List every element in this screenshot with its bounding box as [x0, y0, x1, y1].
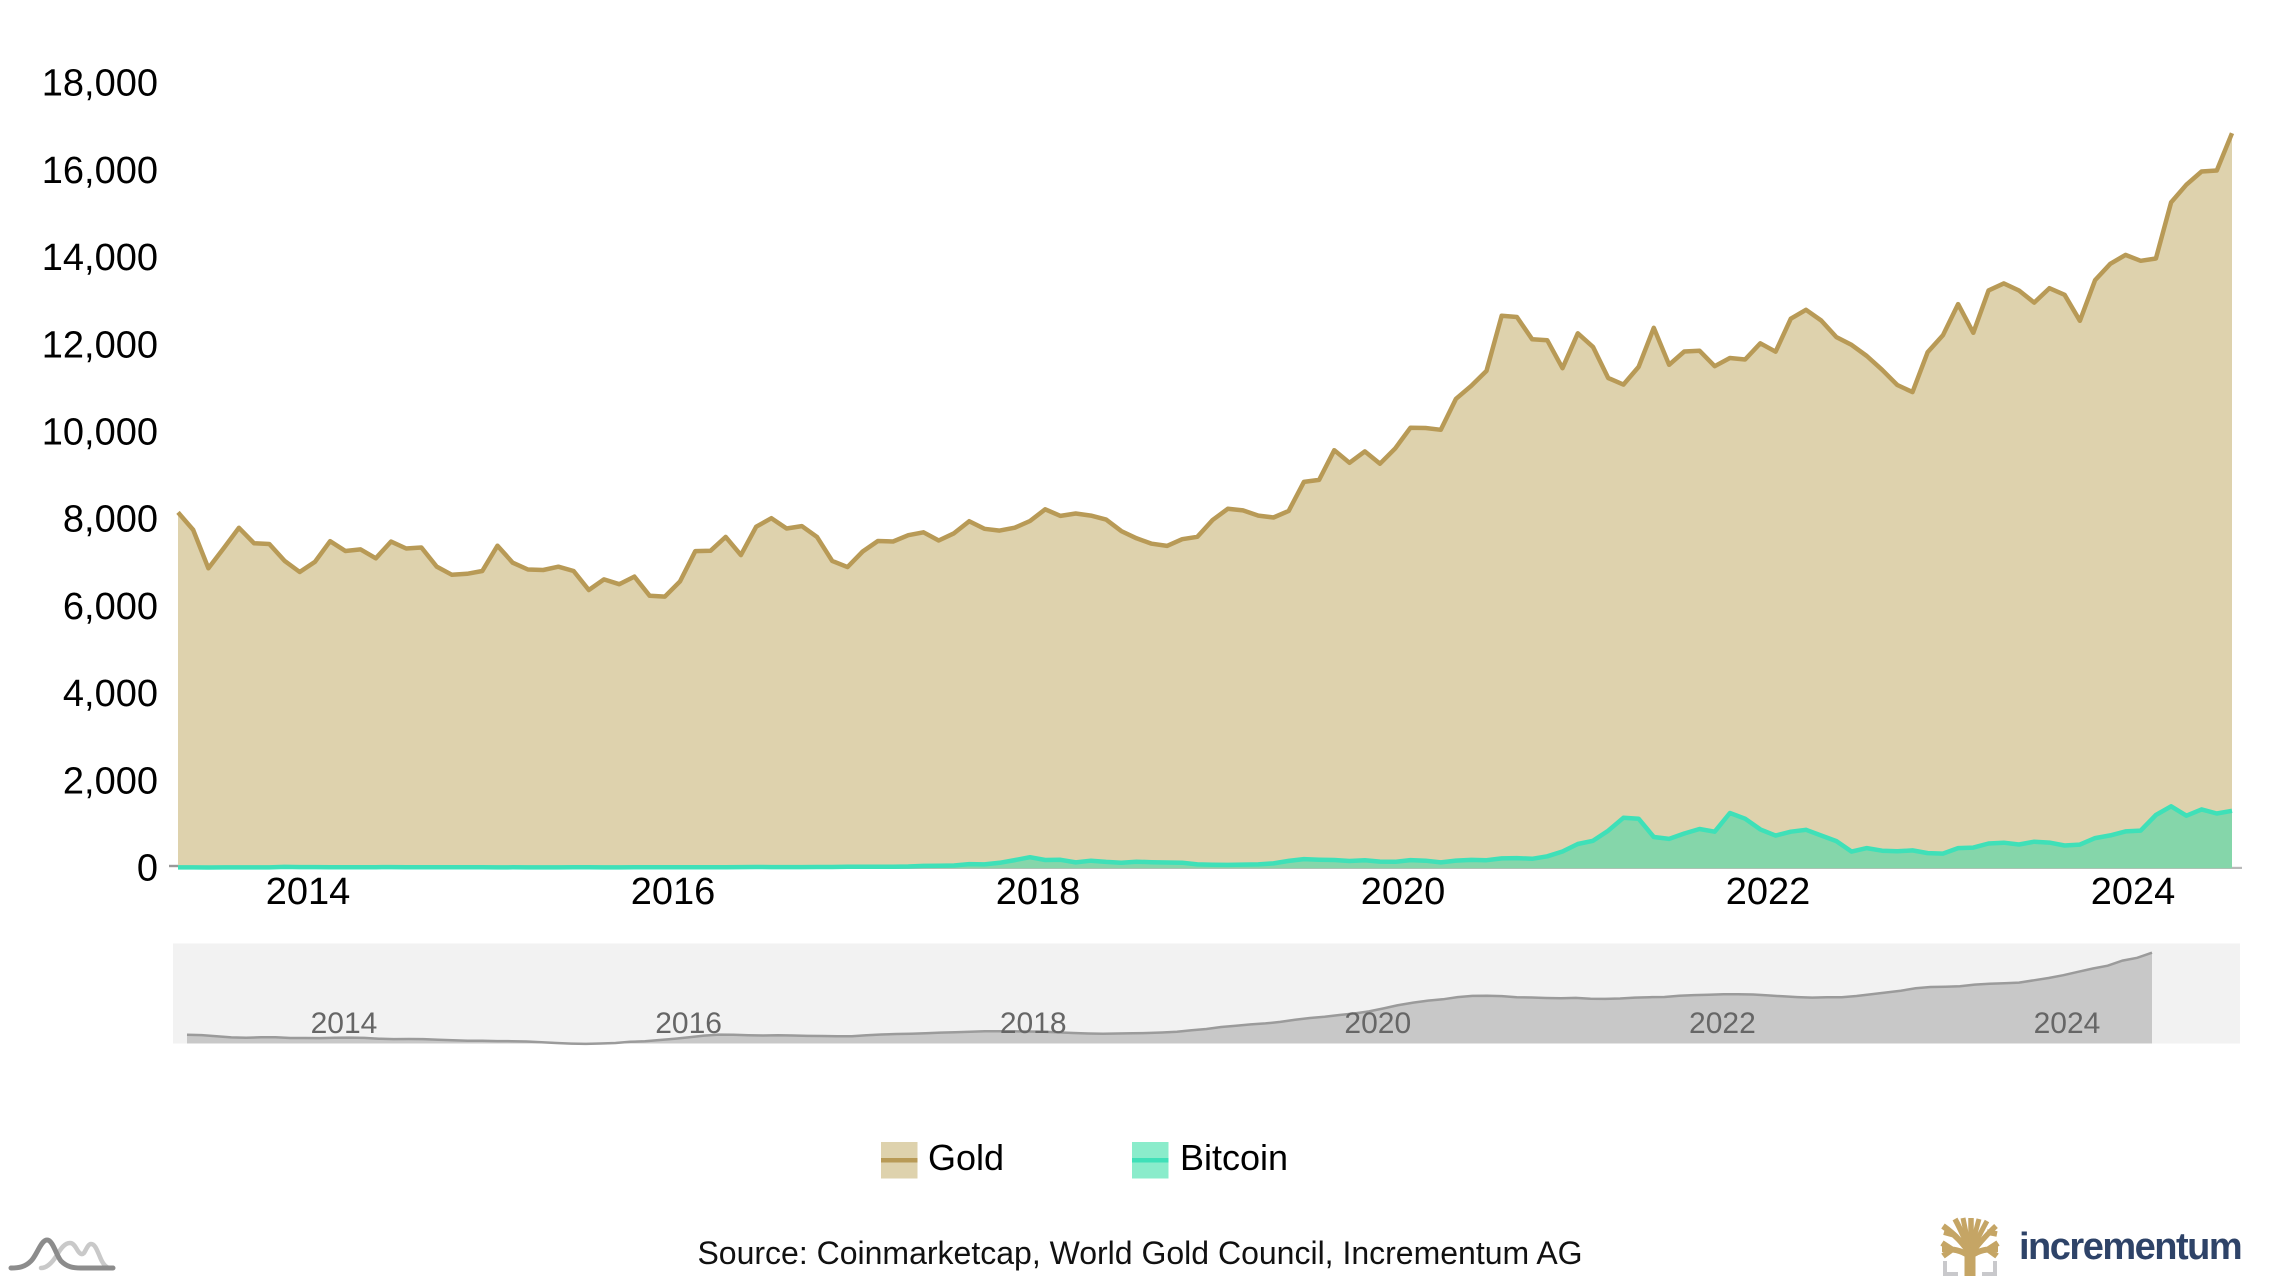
- svg-text:2022: 2022: [1689, 1007, 1756, 1040]
- svg-text:2020: 2020: [1361, 871, 1446, 913]
- svg-text:incrementum: incrementum: [2019, 1226, 2241, 1268]
- svg-text:2024: 2024: [2091, 871, 2176, 913]
- svg-text:2018: 2018: [1000, 1007, 1067, 1040]
- svg-text:4,000: 4,000: [63, 673, 158, 715]
- svg-text:2018: 2018: [996, 871, 1081, 913]
- svg-text:2,000: 2,000: [63, 760, 158, 802]
- svg-text:Bitcoin: Bitcoin: [1180, 1137, 1288, 1178]
- svg-text:Gold: Gold: [928, 1137, 1004, 1178]
- svg-text:2014: 2014: [266, 871, 351, 913]
- svg-text:2016: 2016: [655, 1007, 722, 1040]
- svg-text:2022: 2022: [1726, 871, 1811, 913]
- svg-text:16,000: 16,000: [42, 150, 158, 192]
- svg-text:2014: 2014: [311, 1007, 378, 1040]
- svg-text:2020: 2020: [1344, 1007, 1411, 1040]
- svg-text:Source: Coinmarketcap, World G: Source: Coinmarketcap, World Gold Counci…: [697, 1235, 1582, 1271]
- svg-text:18,000: 18,000: [42, 63, 158, 105]
- svg-text:12,000: 12,000: [42, 324, 158, 366]
- svg-text:2024: 2024: [2034, 1007, 2101, 1040]
- svg-text:14,000: 14,000: [42, 237, 158, 279]
- svg-text:8,000: 8,000: [63, 499, 158, 541]
- svg-text:0: 0: [137, 848, 158, 890]
- svg-text:2016: 2016: [631, 871, 716, 913]
- svg-text:6,000: 6,000: [63, 586, 158, 628]
- svg-text:10,000: 10,000: [42, 412, 158, 454]
